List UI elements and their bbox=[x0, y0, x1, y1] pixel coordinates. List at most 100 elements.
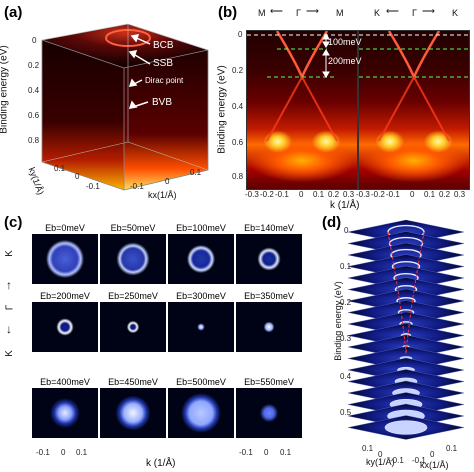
xtick: -0.2 bbox=[260, 190, 274, 199]
tile-energy-label: Eb=250meV bbox=[100, 290, 166, 302]
xtick: 0 bbox=[410, 190, 415, 199]
panel-b-ytick: 0.2 bbox=[232, 66, 244, 75]
panel-a-ytick: 0.8 bbox=[28, 136, 40, 145]
panel-d-ky-tick: -0.1 bbox=[390, 456, 404, 465]
constant-energy-map-image bbox=[32, 388, 98, 438]
xtick: -0.3 bbox=[245, 190, 259, 199]
panel-a-ytick: 0.4 bbox=[28, 86, 40, 95]
panel-d-ytick: 0.4 bbox=[340, 372, 352, 381]
panel-d-stacked-slices bbox=[347, 219, 465, 440]
panel-c-side-gamma: Γ bbox=[4, 304, 16, 311]
panel-a-label: (a) bbox=[4, 4, 23, 21]
panel-b-left-header-gamma: Γ bbox=[296, 8, 301, 18]
tile-energy-label: Eb=350meV bbox=[236, 290, 302, 302]
panel-b-label: (b) bbox=[218, 4, 238, 21]
panel-a-3d-box bbox=[41, 23, 209, 191]
panel-a-kx-tick: 0.1 bbox=[190, 168, 202, 177]
tile-energy-label: Eb=50meV bbox=[100, 222, 166, 234]
constant-energy-map-tile: Eb=100meV bbox=[168, 222, 234, 284]
panel-d-ky-label: ky(1/Å) bbox=[366, 457, 395, 467]
tile-energy-label: Eb=450meV bbox=[100, 376, 166, 388]
panel-d-ytick: 0.3 bbox=[340, 334, 352, 343]
constant-energy-map-tile: Eb=450meV bbox=[100, 376, 166, 438]
xtick: -0.3 bbox=[356, 190, 370, 199]
tile-energy-label: Eb=400meV bbox=[32, 376, 98, 388]
panel-a-kx-tick: 0 bbox=[165, 177, 170, 186]
panel-d-ky-tick: 0 bbox=[378, 450, 383, 459]
annotation-100mev: 100meV bbox=[328, 37, 362, 47]
xtick: -0.1 bbox=[275, 190, 289, 199]
constant-energy-map-image bbox=[168, 388, 234, 438]
panel-a-kx-tick: -0.1 bbox=[130, 182, 144, 191]
panel-b-xlabel: k (1/Å) bbox=[330, 200, 360, 211]
annotation-bcb: BCB bbox=[153, 40, 174, 51]
panel-c-xlabel: k (1/Å) bbox=[146, 458, 176, 469]
panel-d-kx-label: kx(1/Å) bbox=[420, 460, 449, 470]
annotation-200mev: 200meV bbox=[328, 56, 362, 66]
tile-energy-label: Eb=140meV bbox=[236, 222, 302, 234]
left-arrow-icon: ⟵ bbox=[270, 6, 283, 16]
down-arrow-icon: ↓ bbox=[6, 322, 12, 336]
panel-c-label: (c) bbox=[4, 214, 23, 231]
panel-b-ytick: 0 bbox=[238, 30, 243, 39]
annotation-ssb: SSB bbox=[153, 58, 174, 69]
panel-b-right-header-k2: K bbox=[452, 8, 459, 18]
constant-energy-map-tile: Eb=200meV bbox=[32, 290, 98, 352]
panel-c-xtick: 0 bbox=[61, 448, 66, 457]
tile-energy-label: Eb=550meV bbox=[236, 376, 302, 388]
panel-a-ytick: 0.2 bbox=[28, 61, 40, 70]
panel-c-xtick: -0.1 bbox=[239, 448, 253, 457]
panel-a-ytick: 0 bbox=[32, 36, 37, 45]
xtick: -0.1 bbox=[386, 190, 400, 199]
dirac-cone-guide bbox=[387, 231, 425, 355]
constant-energy-map-tile: Eb=350meV bbox=[236, 290, 302, 352]
panel-b-ylabel: Binding energy (eV) bbox=[216, 65, 228, 154]
constant-energy-map-image bbox=[32, 302, 98, 352]
xtick: 0.1 bbox=[424, 190, 436, 199]
panel-b-right-header-gamma: Γ bbox=[412, 8, 417, 18]
energy-span-arrows bbox=[322, 33, 330, 78]
right-arrow-icon: ⟶ bbox=[306, 6, 319, 16]
panel-a-ky-tick: 0.1 bbox=[54, 164, 66, 173]
panel-c-xtick: 0.1 bbox=[280, 448, 292, 457]
constant-energy-map-tile: Eb=400meV bbox=[32, 376, 98, 438]
panel-a-ytick: 0.6 bbox=[28, 111, 40, 120]
panel-d-ytick: 0.5 bbox=[340, 408, 352, 417]
panel-d-kx-tick: 0 bbox=[430, 450, 435, 459]
constant-energy-map-image bbox=[100, 302, 166, 352]
panel-b-ytick: 0.6 bbox=[232, 138, 244, 147]
right-arrow-icon: ⟶ bbox=[422, 6, 435, 16]
tile-energy-label: Eb=300meV bbox=[168, 290, 234, 302]
panel-b-left-header-m1: M bbox=[258, 8, 266, 18]
xtick: -0.2 bbox=[371, 190, 385, 199]
panel-b-arpes-map-left bbox=[246, 30, 358, 190]
panel-b-left-header-m2: M bbox=[336, 8, 344, 18]
tile-energy-label: Eb=200meV bbox=[32, 290, 98, 302]
panel-b-arpes-map-right bbox=[358, 30, 470, 190]
panel-a-ky-tick: 0 bbox=[75, 172, 80, 181]
constant-energy-map-image bbox=[168, 234, 234, 284]
panel-d-ky-tick: 0.1 bbox=[362, 444, 374, 453]
panel-b-ytick: 0.8 bbox=[232, 172, 244, 181]
xtick: 0.3 bbox=[343, 190, 355, 199]
panel-c-side-k-bottom: K bbox=[3, 350, 15, 357]
panel-a-ylabel: Binding energy (eV) bbox=[0, 45, 10, 134]
tile-energy-label: Eb=100meV bbox=[168, 222, 234, 234]
panel-b-ytick: 0.4 bbox=[232, 102, 244, 111]
panel-c-side-k-top: K bbox=[3, 250, 15, 257]
xtick: 0.1 bbox=[313, 190, 325, 199]
constant-energy-map-image bbox=[100, 234, 166, 284]
tile-energy-label: Eb=500meV bbox=[168, 376, 234, 388]
tile-energy-label: Eb=0meV bbox=[32, 222, 98, 234]
xtick: 0.2 bbox=[439, 190, 451, 199]
panel-a-kx-label: kx(1/Å) bbox=[148, 190, 177, 200]
constant-energy-map-tile: Eb=550meV bbox=[236, 376, 302, 438]
energy-slice bbox=[347, 415, 465, 440]
panel-d-ytick: 0.1 bbox=[340, 262, 352, 271]
panel-d-ytick: 0 bbox=[344, 226, 349, 235]
constant-energy-map-tile: Eb=250meV bbox=[100, 290, 166, 352]
panel-c-xtick: 0.1 bbox=[76, 448, 88, 457]
panel-d-ytick: 0.2 bbox=[340, 298, 352, 307]
constant-energy-map-tile: Eb=50meV bbox=[100, 222, 166, 284]
panel-d-label: (d) bbox=[322, 214, 342, 231]
